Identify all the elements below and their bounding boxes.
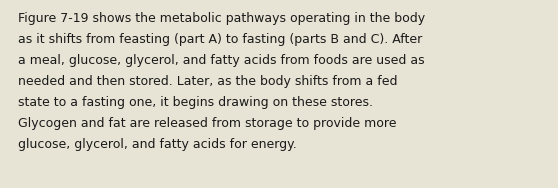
Text: a meal, glucose, glycerol, and fatty acids from foods are used as: a meal, glucose, glycerol, and fatty aci… [18,54,425,67]
Text: needed and then stored. Later, as the body shifts from a fed: needed and then stored. Later, as the bo… [18,75,397,88]
Text: glucose, glycerol, and fatty acids for energy.: glucose, glycerol, and fatty acids for e… [18,138,297,151]
Text: Glycogen and fat are released from storage to provide more: Glycogen and fat are released from stora… [18,117,397,130]
Text: Figure 7-19 shows the metabolic pathways operating in the body: Figure 7-19 shows the metabolic pathways… [18,12,425,25]
Text: as it shifts from feasting (part A) to fasting (parts B and C). After: as it shifts from feasting (part A) to f… [18,33,422,46]
Text: state to a fasting one, it begins drawing on these stores.: state to a fasting one, it begins drawin… [18,96,373,109]
